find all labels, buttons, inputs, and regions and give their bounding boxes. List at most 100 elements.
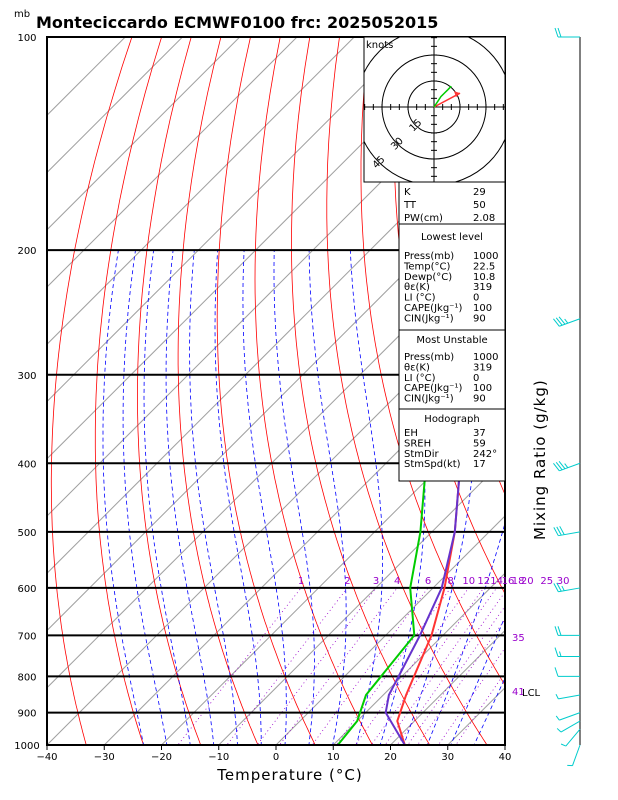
isotherm-line <box>332 572 505 745</box>
wind-barb <box>560 728 581 747</box>
most-unstable-value: 100 <box>473 383 492 394</box>
mixing-ratio-label: 2 <box>344 576 350 587</box>
moist-adiabat-line <box>189 250 238 745</box>
wind-barb <box>556 720 581 733</box>
wind-barb-flag <box>553 318 560 327</box>
wind-barb-shaft <box>558 694 581 700</box>
wind-barb-half-flag <box>555 715 560 721</box>
dry-adiabat-line <box>487 37 505 236</box>
isotherm-line <box>47 37 355 345</box>
lcl-value-label: 41 <box>512 687 525 698</box>
lowest-level-label: θε(K) <box>404 282 430 293</box>
isotherm-line <box>47 37 413 403</box>
mixing-ratio-line <box>311 587 429 745</box>
x-tick-label: −40 <box>36 752 57 763</box>
pressure-tick-label: 600 <box>17 584 36 595</box>
moist-adiabat-line <box>473 677 505 745</box>
x-tick-label: 0 <box>273 752 279 763</box>
moist-adiabat-line <box>273 250 315 745</box>
moist-adiabat-line <box>143 250 191 745</box>
mixing-ratio-label: 14 <box>490 576 503 587</box>
dry-adiabat-line <box>326 37 488 745</box>
k-index-value: 29 <box>473 187 486 198</box>
wind-barb-half-flag <box>561 585 565 591</box>
wind-barb-flag <box>557 27 562 38</box>
wind-barbs <box>553 27 581 767</box>
mixing-ratio-line <box>226 587 348 745</box>
mixing-ratio-lines <box>177 587 505 745</box>
pressure-tick-label: 900 <box>17 709 36 720</box>
lowest-level-label: CIN(Jkg⁻¹) <box>404 313 454 324</box>
mixing-ratio-line <box>437 647 505 745</box>
hodograph-stat-value: 37 <box>473 428 486 439</box>
wind-barb-half-flag <box>564 463 569 469</box>
isotherm-line <box>47 37 298 288</box>
hodograph-wind-trace <box>433 85 452 108</box>
wind-barb-flag <box>554 27 559 38</box>
mixing-ratio-label: 3 <box>373 576 379 587</box>
lowest-level-label: Press(mb) <box>404 251 454 262</box>
x-tick-label: −20 <box>151 752 172 763</box>
wind-barb-half-flag <box>556 728 562 733</box>
mixing-ratio-label: 6 <box>425 576 431 587</box>
pressure-tick-label: 1000 <box>14 741 39 752</box>
hodograph-stat-label: StmDir <box>404 449 439 460</box>
most-unstable-label: Press(mb) <box>404 352 454 363</box>
mixing-ratio-line <box>384 587 497 745</box>
hodograph-stat-value: 242° <box>473 449 497 460</box>
mixing-ratio-label: 18 <box>512 576 525 587</box>
wind-barb-flag <box>557 626 562 636</box>
lowest-level-label: Dewp(°C) <box>404 272 452 283</box>
most-unstable-label: LI (°C) <box>404 373 436 384</box>
dry-adiabat-line <box>577 37 618 760</box>
wind-barb <box>554 626 580 636</box>
wind-barb-flag <box>556 526 562 536</box>
isotherm-line <box>47 171 505 632</box>
wind-barb-flag <box>554 667 559 677</box>
isotherm-line <box>160 400 505 745</box>
dry-adiabat-line <box>606 37 618 760</box>
isotherm-line <box>218 458 505 745</box>
stats-table-frame <box>398 181 506 482</box>
lowest-level-value: 90 <box>473 313 486 324</box>
wind-barb <box>554 667 580 677</box>
pressure-axis-ticks: 100 200 300 400 500 600 700 800 900 1000 <box>14 33 39 752</box>
hodograph-stats-title: Hodograph <box>424 414 479 425</box>
x-tick-label: 30 <box>441 752 454 763</box>
wind-barb-half-flag <box>559 651 562 657</box>
x-tick-label: 10 <box>327 752 340 763</box>
wind-barb-flag <box>556 582 562 592</box>
x-tick-label: 40 <box>499 752 512 763</box>
storm-motion-arrowhead <box>454 91 461 98</box>
wind-barb-flag <box>553 527 559 536</box>
chart-title: Monteciccardo ECMWF0100 frc: 2025052015 <box>36 13 438 32</box>
hodograph-stats-rows: EH 37 SREH 59 StmDir 242° StmSpd(kt) 17 <box>404 428 497 470</box>
moist-adiabat-line <box>165 250 215 745</box>
moist-adiabat-line <box>102 250 145 745</box>
pressure-tick-label: 300 <box>17 371 36 382</box>
pressure-tick-label: 400 <box>17 459 36 470</box>
lowest-level-value: 0 <box>473 293 479 304</box>
moist-adiabat-line <box>214 250 262 745</box>
wind-barb <box>553 526 581 537</box>
dry-adiabat-line <box>547 37 618 760</box>
lowest-level-label: Temp(°C) <box>403 261 451 272</box>
mixing-ratio-line <box>256 587 377 745</box>
pressure-tick-label: 100 <box>17 33 36 44</box>
wind-barb <box>555 693 581 700</box>
wind-barb <box>553 316 581 327</box>
isotherm-line <box>47 229 505 689</box>
pressure-units-label: mb <box>14 9 30 20</box>
wind-barb-flag <box>554 647 559 657</box>
mixing-ratio-label: 25 <box>540 576 553 587</box>
wind-barb-flag <box>554 626 559 636</box>
wind-barb-half-flag <box>555 693 559 700</box>
wind-barb-flag <box>553 463 560 472</box>
x-axis-label: Temperature (°C) <box>216 766 362 784</box>
isotherm-line <box>389 629 505 745</box>
lowest-level-value: 100 <box>473 303 492 314</box>
most-unstable-label: CIN(Jkg⁻¹) <box>404 394 454 405</box>
wind-barb-half-flag <box>560 743 567 747</box>
